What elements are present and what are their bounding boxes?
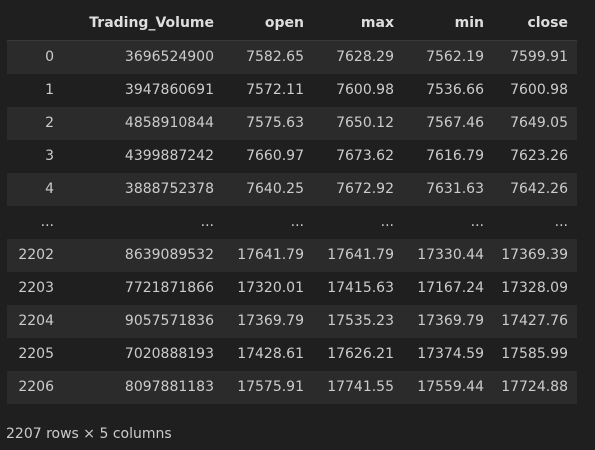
row-index: 2204 [18, 313, 54, 329]
row-index: 2203 [18, 280, 54, 296]
table-cell: 7721871866 [124, 280, 214, 296]
dataframe-table: Trading_Volume open max min close 0 36965… [7, 7, 577, 404]
table-cell: 17369.79 [417, 313, 484, 329]
row-index: 0 [45, 49, 54, 65]
table-row: 4 3888752378 7640.25 7672.92 7631.63 7642.26 [7, 173, 577, 206]
table-cell: 17427.76 [501, 313, 568, 329]
table-cell: 7631.63 [426, 181, 484, 197]
table-cell: 17330.44 [417, 247, 484, 263]
table-cell: 7600.98 [336, 82, 394, 98]
table-cell: 3696524900 [124, 49, 214, 65]
table-cell: ... [470, 214, 484, 230]
table-cell: 7572.11 [246, 82, 304, 98]
table-cell: 7628.29 [336, 49, 394, 65]
table-cell: 7649.05 [510, 115, 568, 131]
table-cell: 17428.61 [237, 346, 304, 362]
table-cell: 17328.09 [501, 280, 568, 296]
table-cell: 4399887242 [124, 148, 214, 164]
table-row: 0 3696524900 7582.65 7628.29 7562.19 7599.91 [7, 40, 577, 74]
row-index: 1 [45, 82, 54, 98]
table-cell: 17369.39 [501, 247, 568, 263]
table-cell: 7020888193 [124, 346, 214, 362]
table-cell: 7616.79 [426, 148, 484, 164]
table-cell: 17374.59 [417, 346, 484, 362]
table-cell: ... [290, 214, 304, 230]
table-cell: 17535.23 [327, 313, 394, 329]
table-cell: 17626.21 [327, 346, 394, 362]
table-cell: 8639089532 [124, 247, 214, 263]
table-body: 0 3696524900 7582.65 7628.29 7562.19 7599.91 1… [7, 40, 577, 404]
table-row: 2202 8639089532 17641.79 17641.79 17330.44 17… [7, 239, 577, 272]
table-cell: 17641.79 [237, 247, 304, 263]
table-cell: 7640.25 [246, 181, 304, 197]
table-cell: 17415.63 [327, 280, 394, 296]
table-cell: 17641.79 [327, 247, 394, 263]
table-cell: 17167.24 [417, 280, 484, 296]
column-header-close: close [493, 7, 577, 41]
row-index: 2206 [18, 379, 54, 395]
table-row: 2204 9057571836 17369.79 17535.23 17369.79 17… [7, 305, 577, 338]
row-index: ... [40, 214, 54, 230]
column-header-max: max [313, 7, 403, 41]
table-cell: 7562.19 [426, 49, 484, 65]
table-cell: 3947860691 [124, 82, 214, 98]
table-cell: 17724.88 [501, 379, 568, 395]
table-cell: 7642.26 [510, 181, 568, 197]
table-cell: 7582.65 [246, 49, 304, 65]
table-cell: 7567.46 [426, 115, 484, 131]
row-index: 3 [45, 148, 54, 164]
row-index: 2202 [18, 247, 54, 263]
table-cell: 17559.44 [417, 379, 484, 395]
header-row: Trading_Volume open max min close [7, 7, 577, 41]
table-cell: 7536.66 [426, 82, 484, 98]
row-index: 4 [45, 181, 54, 197]
table-cell: 17320.01 [237, 280, 304, 296]
table-row: 1 3947860691 7572.11 7600.98 7536.66 7600.98 [7, 74, 577, 107]
table-cell: 9057571836 [124, 313, 214, 329]
table-row: 2205 7020888193 17428.61 17626.21 17374.59 17… [7, 338, 577, 371]
row-index: 2205 [18, 346, 54, 362]
index-header [7, 7, 63, 41]
table-cell: ... [200, 214, 214, 230]
table-cell: 17575.91 [237, 379, 304, 395]
shape-summary: 2207 rows × 5 columns [6, 426, 172, 442]
table-row: 2206 8097881183 17575.91 17741.55 17559.44 17… [7, 371, 577, 404]
table-cell: 8097881183 [124, 379, 214, 395]
row-index: 2 [45, 115, 54, 131]
table-cell: 7575.63 [246, 115, 304, 131]
table-cell: 7623.26 [510, 148, 568, 164]
table-cell: 17369.79 [237, 313, 304, 329]
table-cell: 17585.99 [501, 346, 568, 362]
table-cell: 7600.98 [510, 82, 568, 98]
table-header: Trading_Volume open max min close [7, 7, 577, 41]
table-cell: 7672.92 [336, 181, 394, 197]
table-row: 3 4399887242 7660.97 7673.62 7616.79 7623.26 [7, 140, 577, 173]
table-row: 2 4858910844 7575.63 7650.12 7567.46 7649.05 [7, 107, 577, 140]
table-cell: 17741.55 [327, 379, 394, 395]
column-header-min: min [403, 7, 493, 41]
table-cell: 4858910844 [124, 115, 214, 131]
table-cell: ... [380, 214, 394, 230]
table-row: 2203 7721871866 17320.01 17415.63 17167.24 17… [7, 272, 577, 305]
table-cell: 7650.12 [336, 115, 394, 131]
table-cell: 7599.91 [510, 49, 568, 65]
table-cell: 7673.62 [336, 148, 394, 164]
column-header-trading-volume: Trading_Volume [63, 7, 223, 41]
table-cell: 7660.97 [246, 148, 304, 164]
table-row: .................. [7, 206, 577, 239]
column-header-open: open [223, 7, 313, 41]
table-cell: ... [554, 214, 568, 230]
table-cell: 3888752378 [124, 181, 214, 197]
